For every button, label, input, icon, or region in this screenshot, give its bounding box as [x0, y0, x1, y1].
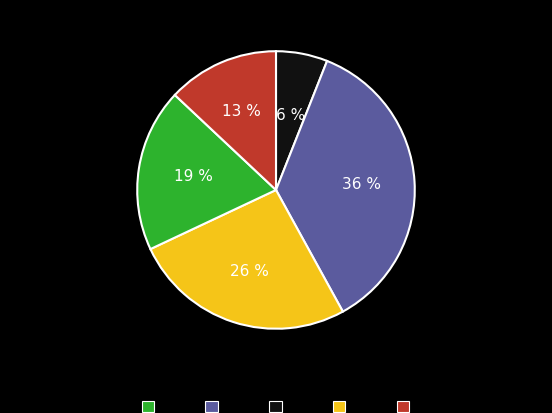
Text: 6 %: 6 %: [275, 107, 305, 123]
Wedge shape: [137, 95, 276, 249]
Text: 36 %: 36 %: [342, 177, 381, 192]
Wedge shape: [175, 51, 276, 190]
Wedge shape: [276, 51, 327, 190]
Text: 19 %: 19 %: [174, 169, 213, 185]
Text: 26 %: 26 %: [230, 264, 269, 279]
Text: 13 %: 13 %: [222, 104, 261, 119]
Legend: , , , , : , , , ,: [139, 398, 413, 413]
Wedge shape: [151, 190, 343, 329]
Wedge shape: [276, 61, 415, 311]
